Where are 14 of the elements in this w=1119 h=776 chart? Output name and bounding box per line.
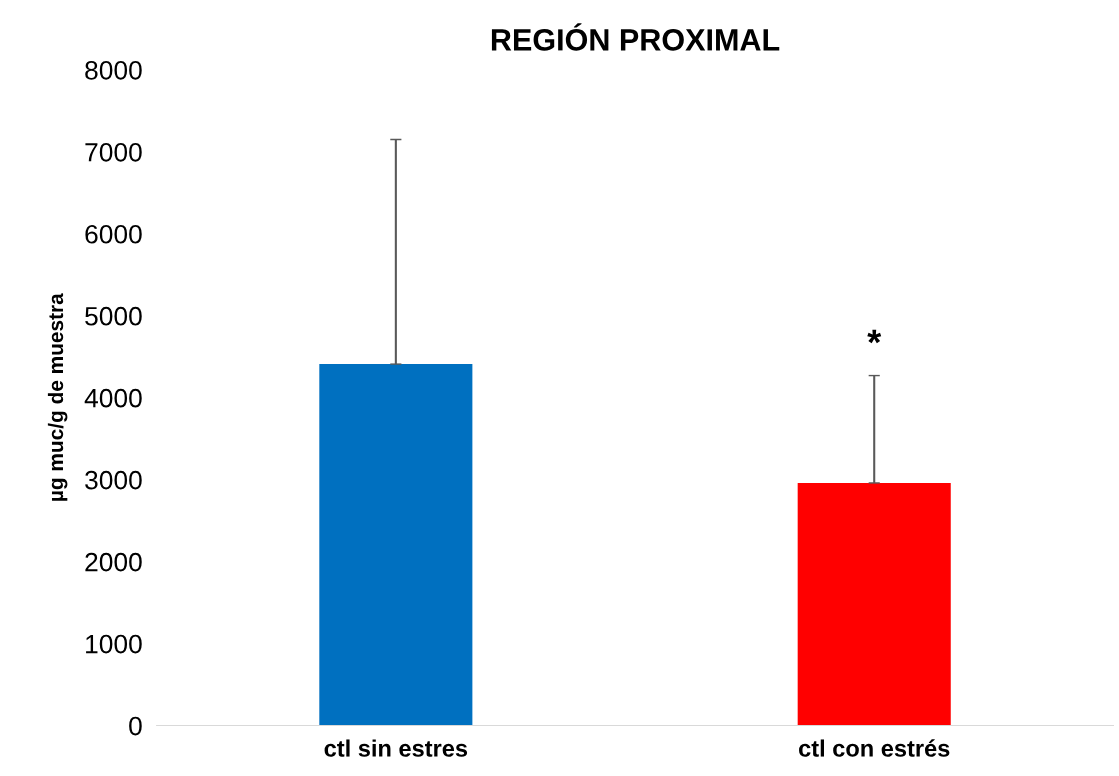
chart-title: REGIÓN PROXIMAL <box>491 23 780 51</box>
x-tick-label: ctl con estrés <box>799 739 950 757</box>
annotation: * <box>867 329 882 344</box>
y-tick-label: 8000 <box>85 60 142 80</box>
y-tick-label: 7000 <box>85 142 142 162</box>
y-tick-label: 6000 <box>85 224 142 244</box>
y-tick-label: 1000 <box>86 634 142 654</box>
y-tick-label: 3000 <box>85 470 142 490</box>
y-axis-title: µg muc/g de muestra <box>47 293 68 501</box>
y-tick-label: 0 <box>129 716 142 736</box>
x-tick-label: ctl sin estres <box>324 739 468 757</box>
y-tick-label: 4000 <box>84 388 142 408</box>
y-tick-label: 5000 <box>85 306 142 326</box>
y-tick-label: 2000 <box>85 552 142 572</box>
